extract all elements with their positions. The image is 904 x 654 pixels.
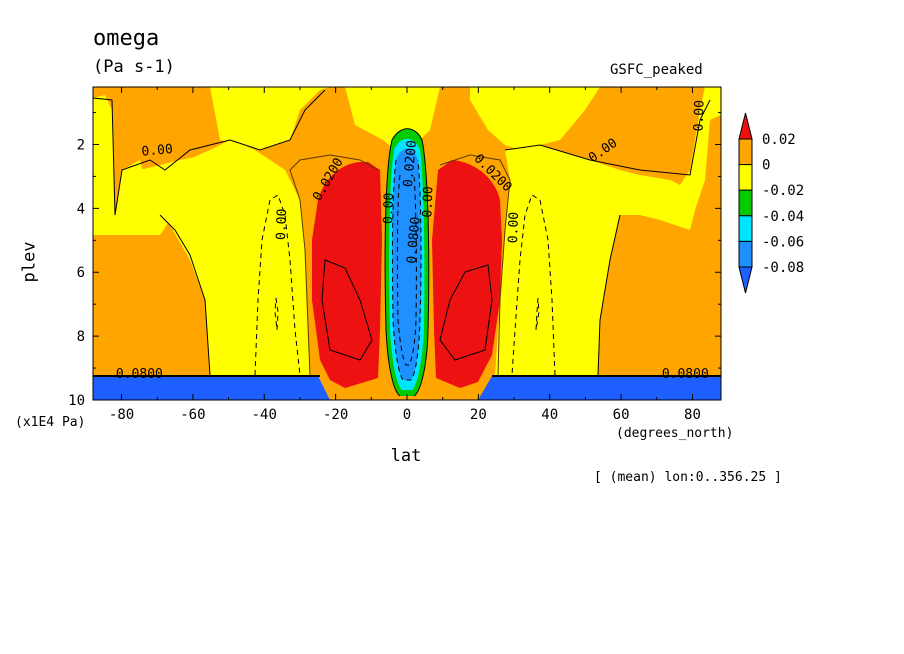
colorbar-box xyxy=(738,240,753,268)
x-tick-label: 40 xyxy=(541,407,558,423)
field-boundary-blue-right xyxy=(478,376,721,400)
y-tick-label: 10 xyxy=(68,393,85,409)
colorbar-level-label: -0.06 xyxy=(762,234,804,250)
colorbar-level-label: 0 xyxy=(762,158,770,174)
colorbar-top-triangle xyxy=(738,112,753,140)
colorbar-level-label: 0.02 xyxy=(762,132,796,148)
x-tick-label: 20 xyxy=(470,407,487,423)
colorbar: 0.02 0 -0.02 -0.04 -0.06 -0.08 xyxy=(738,112,804,294)
x-axis: -80 -60 -40 -20 0 20 40 60 80 xyxy=(109,87,701,423)
contour-line-0.02-right xyxy=(439,154,511,376)
x-axis-units: (degrees_north) xyxy=(616,426,734,441)
contour-label: 0.00 xyxy=(274,208,290,240)
field-negative-region-center-top xyxy=(380,87,440,140)
colorbar-level-label: -0.08 xyxy=(762,260,804,276)
y-axis: 2 4 6 8 10 xyxy=(68,112,721,409)
contour-line-red-inner-left xyxy=(321,259,373,361)
contour-label: 0.0800 xyxy=(662,367,709,382)
x-axis-label: lat xyxy=(390,446,422,466)
dataset-name: GSFC_peaked xyxy=(610,62,703,78)
field-negative-region-right-high xyxy=(470,87,600,150)
contour-label: 0.0800 xyxy=(405,216,424,264)
plot-area: 0.000.02000.000.000.02000.08000.000.0200… xyxy=(93,87,721,400)
contour-line-zero-right-lower xyxy=(597,214,621,376)
variable-title: omega xyxy=(93,26,160,51)
footnote: [ (mean) lon:0..356.25 ] xyxy=(594,470,782,485)
contour-line-dashed-right xyxy=(511,194,556,376)
y-tick-label: 2 xyxy=(77,137,85,153)
contour-line-zero-left xyxy=(93,89,326,216)
contour-label: 0.0200 xyxy=(401,140,420,188)
x-tick-label: -40 xyxy=(252,407,277,423)
contour-line-dashed-right-blob xyxy=(535,297,540,331)
contour-line-zero-left-lower xyxy=(159,214,211,376)
x-tick-label: -20 xyxy=(323,407,348,423)
y-tick-label: 4 xyxy=(77,201,85,217)
x-tick-label: -80 xyxy=(109,407,134,423)
contour-line-0.02-left xyxy=(289,154,379,376)
field-negative-region-left-high xyxy=(93,87,400,150)
field-boundary-blue xyxy=(93,376,330,400)
contour-label: 0.00 xyxy=(381,192,397,224)
colorbar-box xyxy=(738,215,753,242)
contour-label: 0.00 xyxy=(506,212,522,244)
colorbar-box xyxy=(738,189,753,217)
colorbar-level-label: -0.02 xyxy=(762,183,804,199)
colorbar-box xyxy=(738,164,753,191)
y-tick-label: 8 xyxy=(77,329,85,345)
colorbar-level-label: -0.04 xyxy=(762,209,804,225)
contour-label: 0.00 xyxy=(692,100,708,132)
contour-line-core-outer xyxy=(384,128,430,397)
x-tick-label: 80 xyxy=(684,407,701,423)
contour-line-dashed-left-blob xyxy=(274,297,279,331)
colorbar-bottom-triangle xyxy=(738,266,753,294)
contour-line-red-inner-right xyxy=(439,264,493,361)
field-positive-cell-left xyxy=(312,161,382,388)
x-tick-label: 0 xyxy=(403,407,411,423)
contour-line-dashed-left xyxy=(254,194,301,376)
colorbar-box xyxy=(738,138,753,166)
contour-label: 0.0800 xyxy=(116,367,163,382)
contour-line-core-dash1 xyxy=(391,159,422,381)
contour-lines xyxy=(93,89,711,397)
x-tick-label: 60 xyxy=(613,407,630,423)
contour-line-zero-right xyxy=(504,99,711,176)
field-negative-region-left-fill xyxy=(120,150,310,375)
y-tick-label: 6 xyxy=(77,265,85,281)
contour-line-core-dash2 xyxy=(396,174,417,366)
x-tick-label: -60 xyxy=(180,407,205,423)
contour-lines-negative xyxy=(254,159,556,381)
field-core-blue xyxy=(392,148,422,380)
y-axis-units: (x1E4 Pa) xyxy=(15,415,86,430)
variable-units: (Pa s-1) xyxy=(93,57,175,77)
contour-label: 0.00 xyxy=(141,142,174,160)
field-positive-cell-right xyxy=(432,160,502,388)
contour-label: 0.00 xyxy=(420,186,436,218)
field-negative-region-right xyxy=(495,87,721,375)
